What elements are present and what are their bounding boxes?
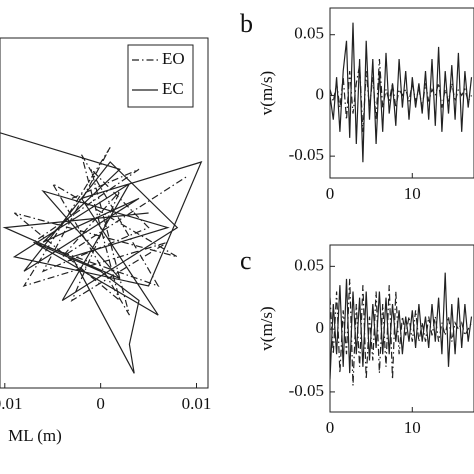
panel-label: b bbox=[240, 9, 253, 38]
series-line bbox=[330, 22, 473, 163]
plot-area bbox=[0, 132, 203, 374]
series-line bbox=[330, 278, 473, 386]
x-tick-label: 10 bbox=[404, 184, 421, 203]
series-line bbox=[330, 272, 473, 380]
x-tick-label: 10 bbox=[404, 418, 421, 437]
y-tick-label: 0.05 bbox=[294, 255, 324, 274]
y-axis-label: v(m/s) bbox=[257, 306, 276, 350]
y-tick-label: 0.05 bbox=[294, 24, 324, 43]
y-tick-label: -0.05 bbox=[289, 145, 324, 164]
series-line bbox=[14, 147, 188, 316]
legend-label: EO bbox=[162, 49, 185, 68]
y-tick-label: 0 bbox=[316, 84, 325, 103]
y-axis-label: v(m/s) bbox=[257, 71, 276, 115]
y-tick-label: 0 bbox=[316, 318, 325, 337]
x-tick-label: 0 bbox=[326, 418, 335, 437]
axes-frame bbox=[0, 37, 209, 389]
x-tick-label: -0.01 bbox=[0, 394, 23, 413]
x-tick-label: 0 bbox=[326, 184, 335, 203]
plot-area bbox=[330, 272, 473, 386]
axes-frame bbox=[329, 7, 474, 179]
legend-label: EC bbox=[162, 79, 184, 98]
panel-label: c bbox=[240, 246, 252, 275]
x-tick-label: 0 bbox=[96, 394, 105, 413]
x-tick-label: 0.01 bbox=[182, 394, 212, 413]
plot-area bbox=[330, 22, 473, 163]
legend-box bbox=[127, 44, 194, 108]
x-axis-label: ML (m) bbox=[8, 426, 62, 445]
y-tick-label: -0.05 bbox=[289, 381, 324, 400]
axes-frame bbox=[329, 244, 474, 413]
series-line bbox=[0, 132, 203, 374]
